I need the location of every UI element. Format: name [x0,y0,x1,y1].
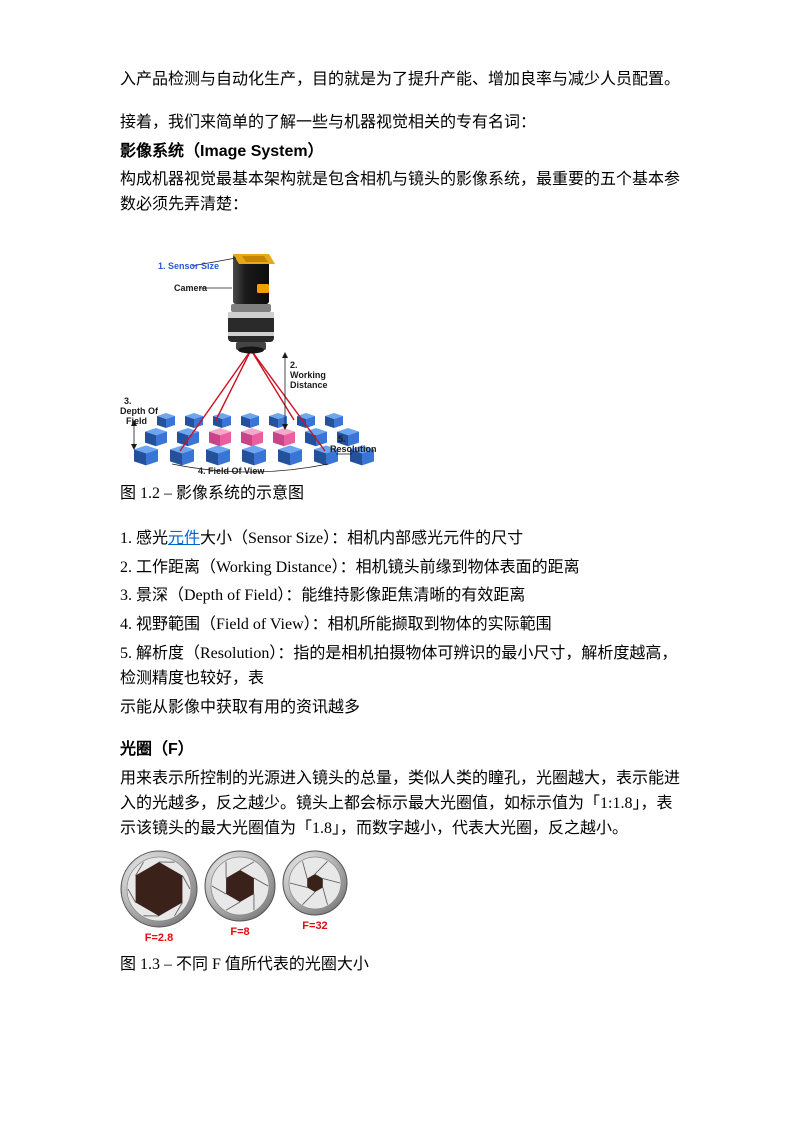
figure-1-2-graphic: 1. Sensor Size Camera 2. Working Distanc… [120,236,380,476]
figure-1-2: 1. Sensor Size Camera 2. Working Distanc… [120,236,680,507]
label-fov: 4. Field Of View [198,466,265,476]
parameter-item: 2. 工作距离（Working Distance）：相机镜头前缘到物体表面的距离 [120,556,680,581]
label-camera: Camera [174,283,208,293]
svg-text:5.: 5. [338,434,346,444]
image-system-body: 构成机器视觉最基本架构就是包含相机与镜头的影像系统，最重要的五个基本参数必须先弄… [120,168,680,218]
parameter-item: 3. 景深（Depth of Field）：能维持影像距焦清晰的有效距离 [120,584,680,609]
spacer [120,97,680,111]
camera-diagram-svg: 1. Sensor Size Camera 2. Working Distanc… [120,236,380,476]
aperture-label: F=2.8 [145,930,173,947]
parameter-item: 1. 感光元件大小（Sensor Size）：相机内部感光元件的尺寸 [120,527,680,552]
intro-paragraph: 入产品检测与自动化生产，目的就是为了提升产能、增加良率与减少人员配置。 [120,68,680,93]
parameter-item: 5. 解析度（Resolution）：指的是相机拍摄物体可辨识的最小尺寸，解析度… [120,642,680,692]
svg-text:2.: 2. [290,360,298,370]
figure-1-3: F=2.8 F=8 [120,850,680,947]
link-sensor-element[interactable]: 元件 [168,530,200,547]
heading-cn: 影像系统 [120,143,184,160]
aperture-body: 用来表示所控制的光源进入镜头的总量，类似人类的瞳孔，光圈越大，表示能进入的光越多… [120,767,680,841]
spacer [120,513,680,527]
aperture-icon: F=32 [282,850,348,935]
parameter-item: 4. 视野範围（Field of View）：相机所能撷取到物体的实际範围 [120,613,680,638]
label-sensor-size: 1. Sensor Size [158,261,219,271]
section-heading-image-system: 影像系统（Image System） [120,140,680,165]
document-page: 入产品检测与自动化生产，目的就是为了提升产能、增加良率与减少人员配置。 接着，我… [0,0,800,1132]
heading-en: （Image System） [184,143,324,160]
section-heading-aperture: 光圈（F） [120,738,680,763]
svg-text:3.: 3. [124,396,132,406]
heading-cn: 光圈 [120,741,152,758]
parameter-item-tail: 示能从影像中获取有用的资讯越多 [120,696,680,721]
svg-text:Resolution: Resolution [330,444,377,454]
aperture-icon: F=2.8 [120,850,198,947]
parameter-list: 1. 感光元件大小（Sensor Size）：相机内部感光元件的尺寸 2. 工作距… [120,527,680,721]
figure-1-2-caption: 图 1.2 – 影像系统的示意图 [120,482,680,507]
aperture-label: F=8 [230,924,249,941]
svg-text:Field: Field [126,416,147,426]
camera-icon [228,254,275,354]
aperture-label: F=32 [302,918,327,935]
figure-1-3-caption: 图 1.3 – 不同 F 值所代表的光圈大小 [120,953,680,978]
spacer [120,724,680,738]
svg-text:Distance: Distance [290,380,328,390]
lead-in-paragraph: 接着，我们来简单的了解一些与机器视觉相关的专有名词： [120,111,680,136]
svg-text:Depth Of: Depth Of [120,406,159,416]
aperture-icon: F=8 [204,850,276,941]
svg-text:Working: Working [290,370,326,380]
heading-en: （F） [152,741,194,758]
